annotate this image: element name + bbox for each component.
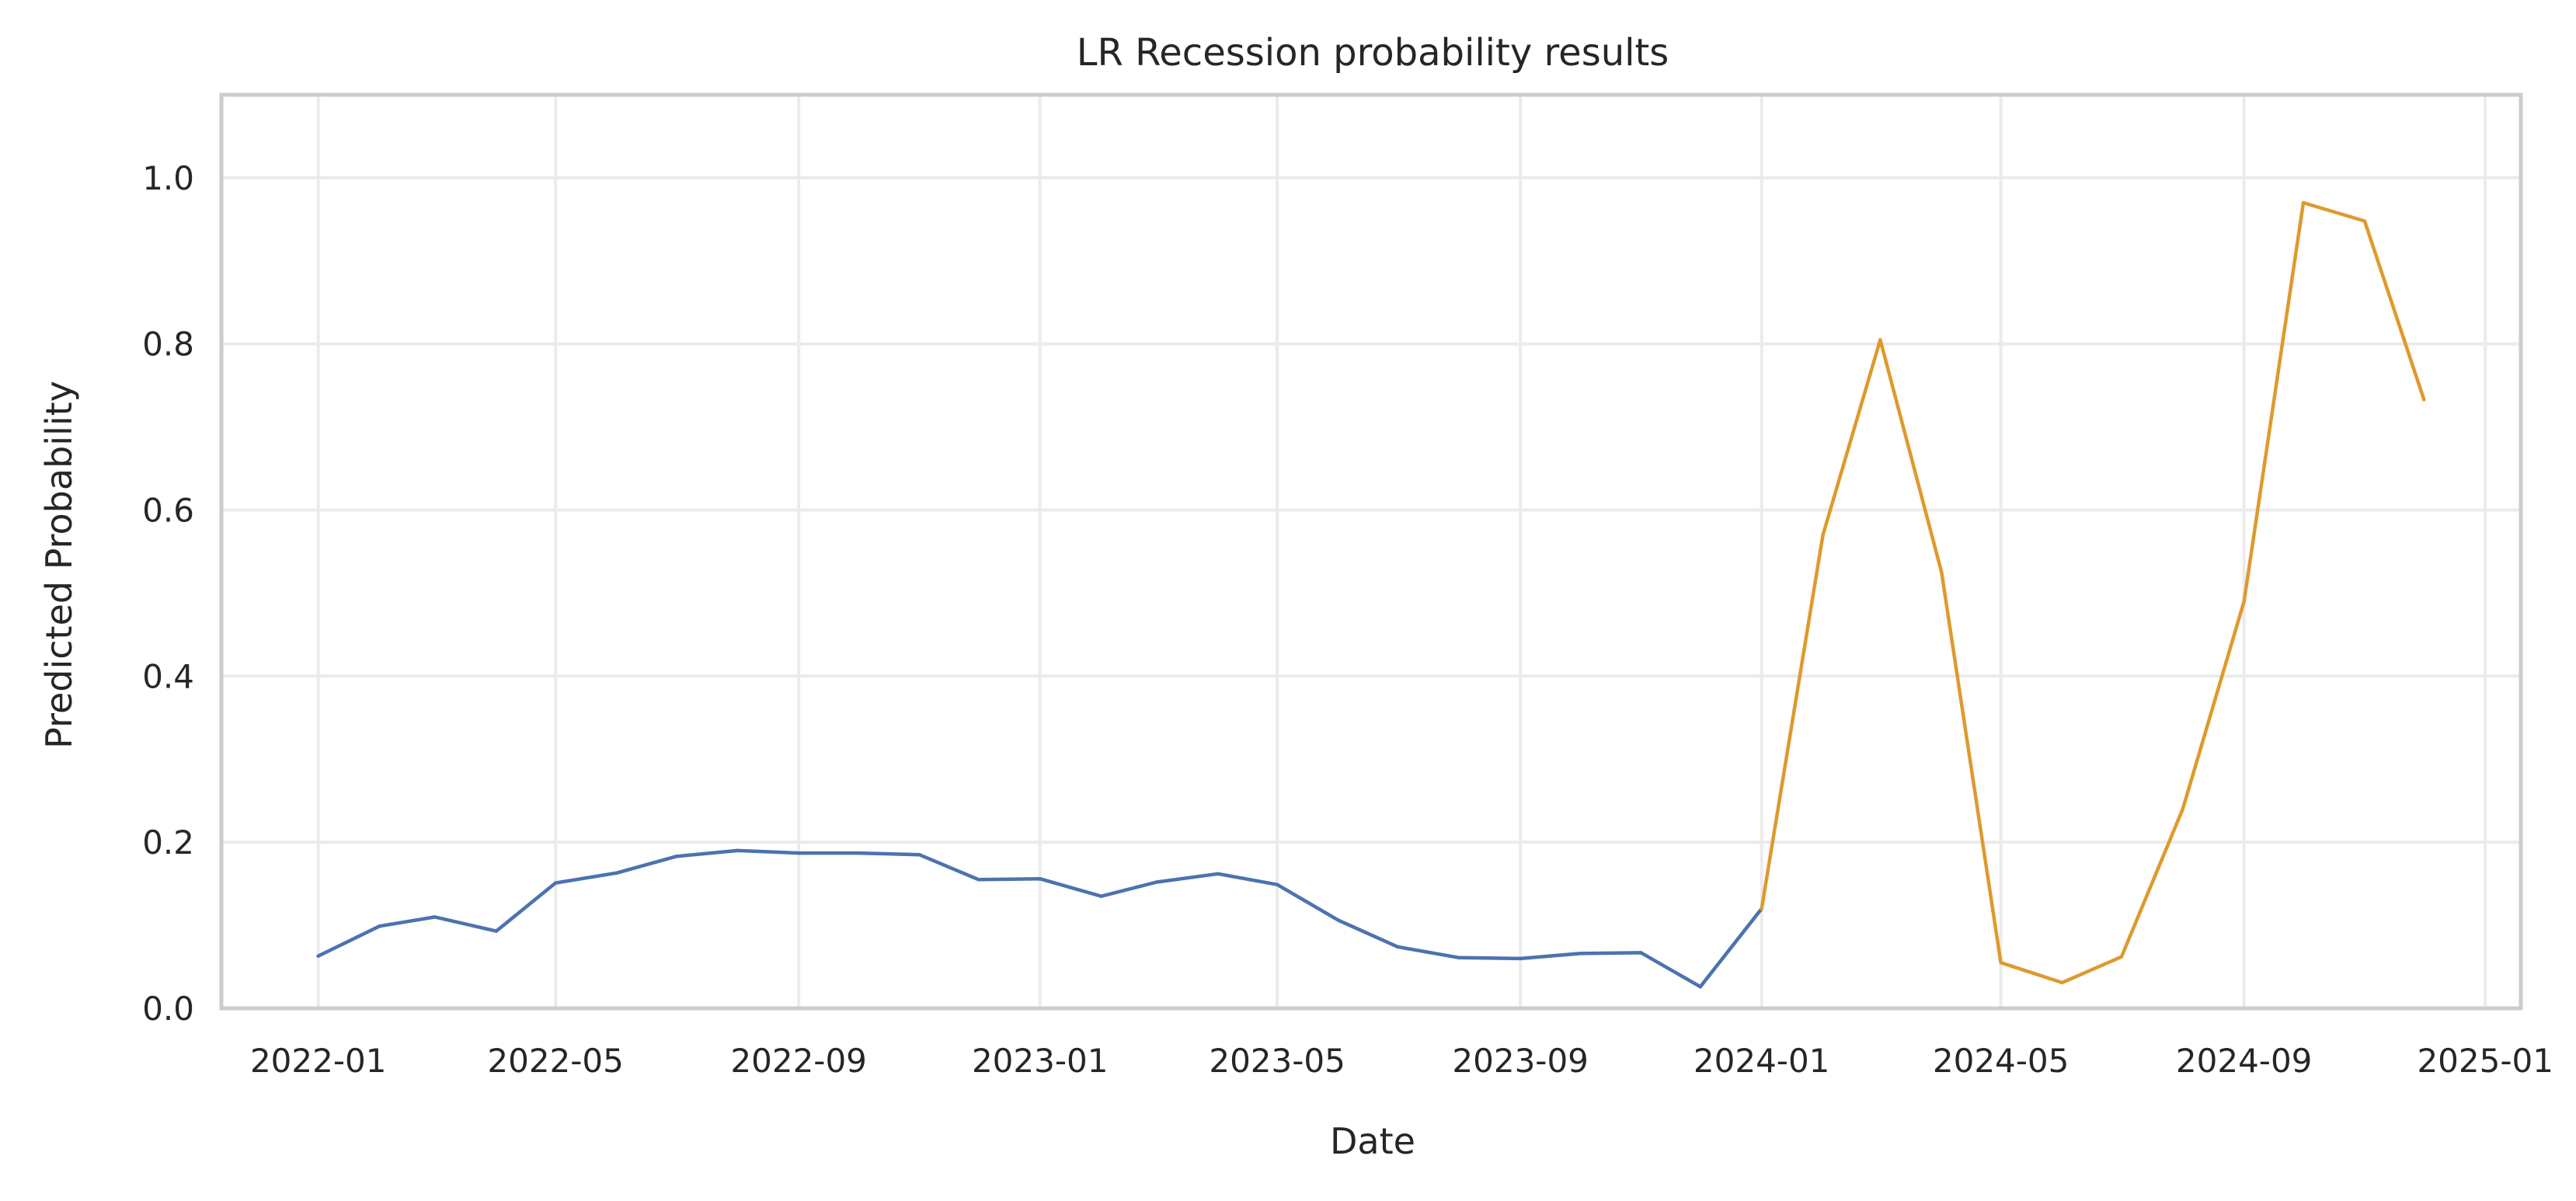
series-2-point [2242,599,2246,604]
y-axis-label: Predicted Probability [38,381,80,749]
series-1-group [316,848,1763,989]
series-2-point [2362,219,2367,223]
grid-layer [221,95,2521,1010]
series-1-point [433,915,437,919]
x-tick-label: 2022-05 [487,1042,624,1080]
x-tick-label: 2024-01 [1694,1042,1830,1080]
series-1-point [856,851,860,855]
series-2-point [1878,338,1882,342]
series-1-point [1457,956,1461,959]
series-1-point [674,855,678,858]
series-1-point [1698,985,1702,989]
series-1-point [1518,956,1523,961]
y-tick-label: 1.0 [142,159,194,197]
plot-frame [219,92,2523,1011]
series-1-point [553,881,558,885]
series-2-group [1760,200,2426,985]
x-tick-labels: 2022-01 2022-05 2022-09 2023-01 2023-05 2023-… [250,1042,2553,1080]
series-2-point [1999,961,2003,965]
series-1-point [917,853,921,857]
series-1-point [1336,918,1341,922]
series-2-point [2422,398,2426,402]
series-1-point [1639,951,1643,955]
series-1-point [614,871,619,875]
y-tick-label: 0.6 [142,492,194,530]
series-1-point [1275,882,1279,886]
y-tick-labels: 0.0 0.2 0.4 0.6 0.8 1.0 [142,159,194,1028]
y-tick-label: 0.8 [142,325,194,364]
series-2-point [1760,907,1763,910]
series-1-point [494,929,498,933]
series-2-point [1940,570,1944,574]
series-layer [316,200,2426,989]
x-tick-label: 2022-01 [250,1042,387,1080]
series-1-point [1038,877,1042,881]
series-1-point [1396,945,1400,949]
x-tick-label: 2023-01 [972,1042,1109,1080]
x-tick-label: 2022-09 [730,1042,867,1080]
y-tick-label: 0.4 [142,657,194,695]
x-axis-label: Date [1330,1120,1415,1162]
series-1-point [736,848,740,853]
series-1-point [378,924,381,928]
chart-title: LR Recession probability results [1077,31,1669,75]
series-2-point [2181,807,2184,811]
x-tick-label: 2025-01 [2417,1042,2553,1080]
x-tick-label: 2024-09 [2176,1042,2313,1080]
x-tick-label: 2023-05 [1209,1042,1345,1080]
y-tick-label: 0.2 [142,823,194,862]
series-2-point [2060,980,2064,985]
series-1-point [796,851,801,855]
series-1-point [1578,952,1582,956]
x-tick-label: 2024-05 [1933,1042,2070,1080]
series-2-point [2119,955,2124,959]
series-1-point [1154,880,1159,884]
y-tick-label: 0.0 [142,990,194,1028]
series-2-point [2301,200,2306,205]
x-tick-label: 2023-09 [1452,1042,1589,1080]
series-2-line [1760,200,2426,985]
series-1-point [1216,872,1220,876]
series-1-point [316,954,320,958]
series-1-point [1099,894,1103,898]
series-1-point [976,878,980,882]
series-2-point [1821,533,1825,537]
